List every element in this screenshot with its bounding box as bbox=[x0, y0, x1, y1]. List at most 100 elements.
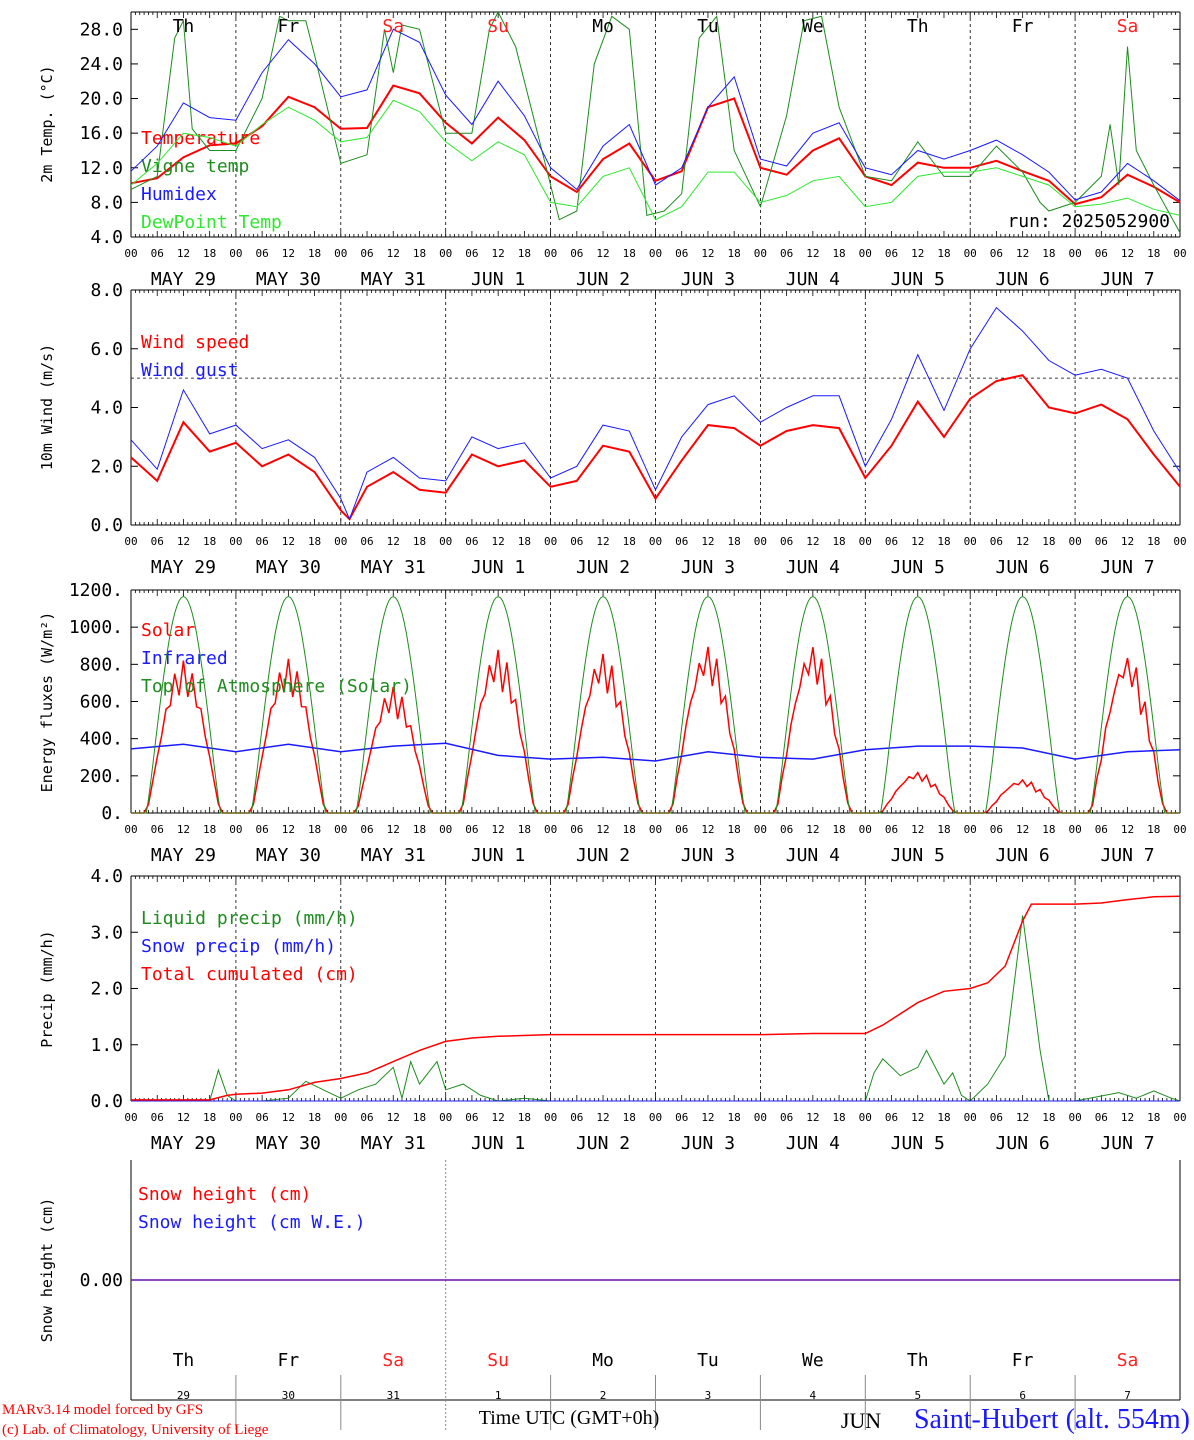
x-tick-label: 18 bbox=[832, 535, 845, 548]
y-tick-label: 1.0 bbox=[90, 1035, 123, 1056]
x-date-label: JUN 4 bbox=[786, 845, 840, 866]
day-number-label: 1 bbox=[495, 1389, 502, 1402]
legend-entry: Snow precip (mm/h) bbox=[141, 936, 336, 957]
x-date-label: MAY 31 bbox=[361, 269, 426, 290]
x-tick-label: 12 bbox=[492, 535, 505, 548]
y-tick-label: 800. bbox=[80, 654, 123, 675]
day-number-label: 2 bbox=[600, 1389, 607, 1402]
x-tick-label: 06 bbox=[570, 535, 583, 548]
panel-energy: 00 06 12 18 00 06 12 18 00 06 12 18 00 06 12 18 00 06 12 18… bbox=[38, 580, 1187, 866]
y-tick-label: 0.0 bbox=[90, 1091, 123, 1112]
x-tick-label: 12 bbox=[596, 823, 609, 836]
x-tick-label: 12 bbox=[492, 823, 505, 836]
x-date-label: JUN 6 bbox=[996, 1133, 1050, 1154]
x-tick-label: 12 bbox=[177, 1111, 190, 1124]
y-tick-label: 8.0 bbox=[90, 192, 123, 213]
x-tick-label: 00 bbox=[859, 535, 872, 548]
x-tick-label: 06 bbox=[360, 247, 373, 260]
day-of-week-label: Th bbox=[173, 1350, 195, 1371]
legend-entry: Top of Atmosphere (Solar) bbox=[141, 676, 412, 697]
panel-temp: 00 06 12 18 00 06 12 18 00 06 12 18 00 06 12 18 00 06 12 18… bbox=[38, 10, 1187, 290]
x-date-label: JUN 3 bbox=[681, 557, 735, 578]
series-line-wind-speed bbox=[130, 374, 1181, 521]
day-of-week-label: Th bbox=[907, 16, 929, 37]
x-tick-label: 00 bbox=[544, 823, 557, 836]
x-tick-label: 06 bbox=[675, 1111, 688, 1124]
y-tick-label: 0. bbox=[101, 803, 123, 824]
x-tick-label: 00 bbox=[124, 823, 137, 836]
day-number-label: 29 bbox=[177, 1389, 190, 1402]
x-date-label: JUN 1 bbox=[471, 845, 525, 866]
day-number-label: 6 bbox=[1019, 1389, 1026, 1402]
x-tick-label: 12 bbox=[1016, 535, 1029, 548]
day-number-label: 30 bbox=[282, 1389, 295, 1402]
x-tick-label: 00 bbox=[859, 1111, 872, 1124]
day-number-label: 4 bbox=[810, 1389, 817, 1402]
x-date-label: MAY 29 bbox=[151, 1133, 216, 1154]
x-tick-label: 00 bbox=[649, 535, 662, 548]
x-tick-label: 12 bbox=[1121, 823, 1134, 836]
series-line-dewpoint-temp bbox=[130, 99, 1181, 221]
x-date-label: JUN 3 bbox=[681, 1133, 735, 1154]
x-date-label: JUN 4 bbox=[786, 1133, 840, 1154]
x-tick-label: 00 bbox=[439, 1111, 452, 1124]
x-date-label: JUN 1 bbox=[471, 557, 525, 578]
day-of-week-label: Fr bbox=[278, 16, 300, 37]
x-tick-label: 00 bbox=[334, 535, 347, 548]
x-tick-label: 00 bbox=[229, 535, 242, 548]
footer: MARv3.14 model forced by GFS (c) Lab. of … bbox=[2, 1402, 1190, 1438]
series-line-temperature bbox=[130, 84, 1181, 206]
x-tick-label: 18 bbox=[308, 823, 321, 836]
x-tick-label: 06 bbox=[570, 823, 583, 836]
x-tick-label: 00 bbox=[334, 823, 347, 836]
x-tick-label: 00 bbox=[649, 247, 662, 260]
x-tick-label: 18 bbox=[1042, 1111, 1055, 1124]
x-tick-label: 12 bbox=[701, 247, 714, 260]
day-of-week-label: Sa bbox=[382, 1350, 404, 1371]
series-line-infrared bbox=[130, 742, 1181, 762]
day-number-label: 5 bbox=[914, 1389, 921, 1402]
x-tick-label: 12 bbox=[911, 823, 924, 836]
x-tick-label: 18 bbox=[728, 1111, 741, 1124]
legend-entry: Solar bbox=[141, 620, 195, 641]
x-tick-label: 00 bbox=[1068, 1111, 1081, 1124]
x-tick-label: 12 bbox=[177, 823, 190, 836]
run-label: run: 2025052900 bbox=[1007, 211, 1170, 232]
x-tick-label: 06 bbox=[151, 1111, 164, 1124]
day-of-week-label: Sa bbox=[1117, 16, 1139, 37]
x-date-label: JUN 5 bbox=[891, 1133, 945, 1154]
day-of-week-label: Th bbox=[907, 1350, 929, 1371]
x-date-label: JUN 6 bbox=[996, 557, 1050, 578]
day-of-week-label: Mo bbox=[592, 1350, 614, 1371]
x-tick-label: 00 bbox=[544, 1111, 557, 1124]
x-tick-label: 18 bbox=[937, 1111, 950, 1124]
x-tick-label: 12 bbox=[806, 535, 819, 548]
x-tick-label: 06 bbox=[885, 247, 898, 260]
x-tick-label: 12 bbox=[596, 535, 609, 548]
y-tick-label: 0.0 bbox=[90, 515, 123, 536]
x-tick-label: 00 bbox=[754, 1111, 767, 1124]
x-tick-label: 00 bbox=[754, 823, 767, 836]
x-tick-label: 06 bbox=[1095, 823, 1108, 836]
x-tick-label: 00 bbox=[1068, 823, 1081, 836]
x-tick-label: 00 bbox=[544, 535, 557, 548]
x-tick-label: 12 bbox=[177, 535, 190, 548]
x-tick-label: 06 bbox=[256, 1111, 269, 1124]
x-tick-label: 06 bbox=[256, 247, 269, 260]
lab-credit: (c) Lab. of Climatology, University of L… bbox=[2, 1422, 269, 1438]
x-tick-label: 18 bbox=[1042, 247, 1055, 260]
x-tick-label: 12 bbox=[282, 823, 295, 836]
x-date-label: JUN 2 bbox=[576, 557, 630, 578]
x-date-label: MAY 31 bbox=[361, 1133, 426, 1154]
x-tick-label: 00 bbox=[964, 247, 977, 260]
x-tick-label: 18 bbox=[937, 823, 950, 836]
x-tick-label: 18 bbox=[1147, 247, 1160, 260]
y-tick-label: 16.0 bbox=[80, 123, 123, 144]
legend-entry: Total cumulated (cm) bbox=[141, 964, 358, 985]
x-tick-label: 00 bbox=[229, 823, 242, 836]
x-tick-label: 00 bbox=[124, 247, 137, 260]
x-tick-label: 06 bbox=[780, 247, 793, 260]
x-tick-label: 00 bbox=[1173, 247, 1186, 260]
series-line-humidex bbox=[130, 28, 1181, 202]
legend-entry: Liquid precip (mm/h) bbox=[141, 908, 358, 929]
